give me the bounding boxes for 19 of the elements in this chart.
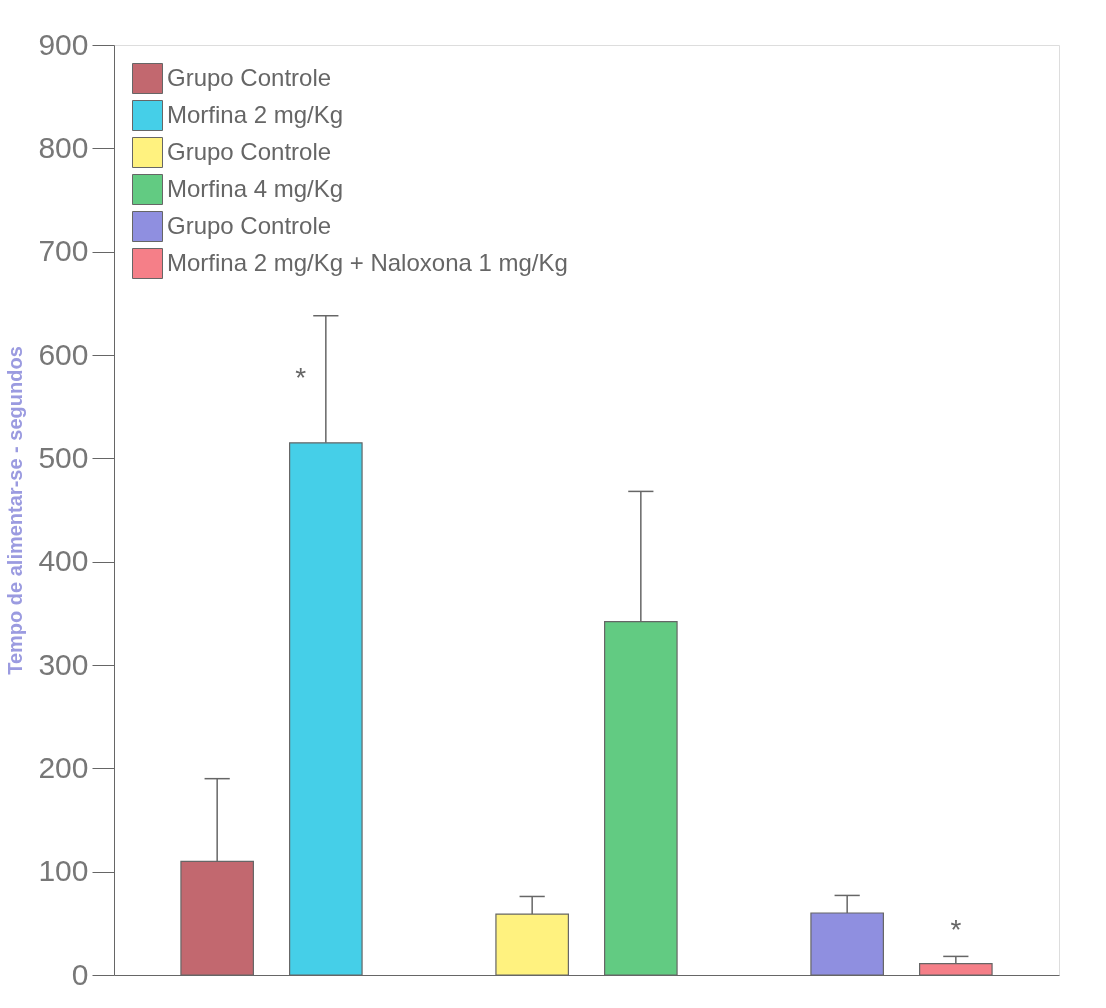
y-tick-label: 500 [38,440,89,474]
data-label: * [950,914,962,946]
y-tick-label: 100 [38,854,89,888]
legend-label: Grupo Controle [167,137,332,165]
y-tick-label: 200 [38,750,89,784]
legend-label: Grupo Controle [167,63,332,91]
y-axis-title: Tempo de alimentar-se - segundos [4,346,27,675]
legend-label: Grupo Controle [167,211,332,239]
y-tick-label: 800 [38,130,89,164]
y-tick-label: 400 [38,544,89,578]
data-label: * [295,362,307,394]
y-tick-label: 900 [38,27,89,61]
y-tick-label: 700 [38,234,89,268]
y-tick-label: 300 [38,647,89,681]
y-tick-label: 600 [38,337,89,371]
legend-label: Morfina 2 mg/Kg [167,100,344,128]
y-tick-label: 0 [71,957,89,991]
legend-label: Morfina 2 mg/Kg + Naloxona 1 mg/Kg [167,248,568,276]
legend-label: Morfina 4 mg/Kg [167,174,344,202]
